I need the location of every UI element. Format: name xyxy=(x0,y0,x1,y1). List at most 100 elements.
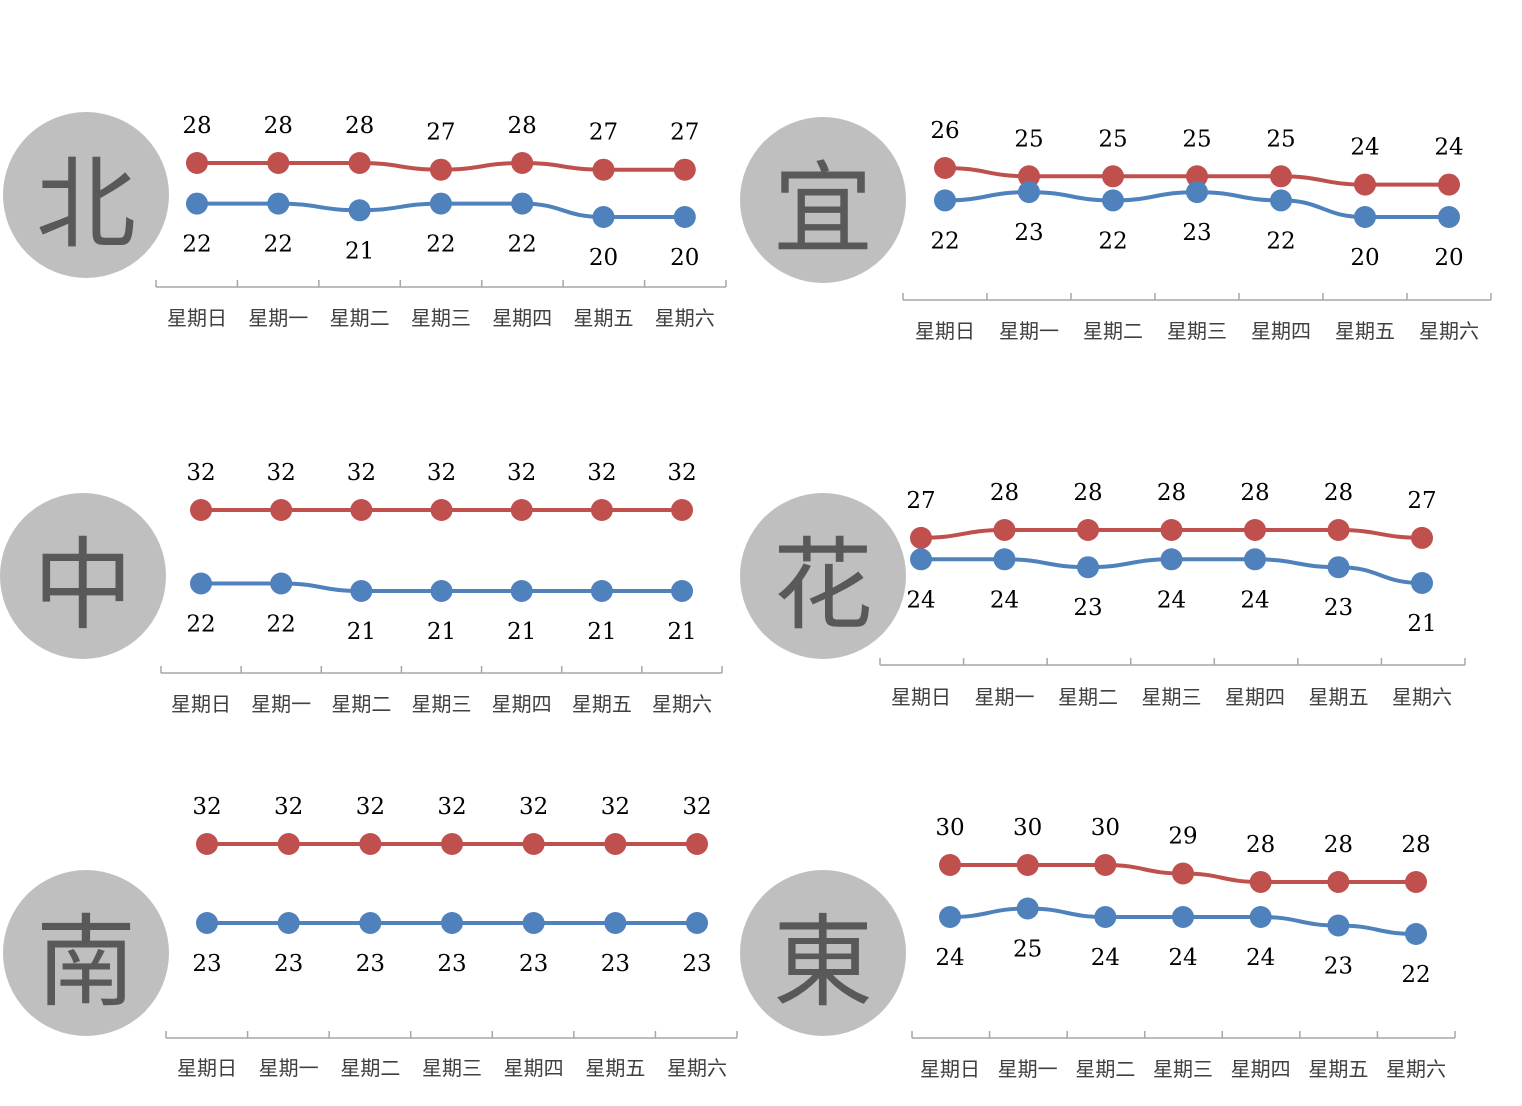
low-series-point xyxy=(590,580,613,602)
high-series-data-label: 28 xyxy=(1246,832,1275,858)
low-series-data-label: 23 xyxy=(1014,220,1043,246)
high-series-point xyxy=(190,499,212,521)
x-tick-label: 星期六 xyxy=(652,692,712,716)
x-tick-label: 星期一 xyxy=(248,306,308,330)
high-series-point xyxy=(441,833,464,855)
high-series-data-label: 25 xyxy=(1014,126,1043,152)
x-tick-label: 星期五 xyxy=(1308,1057,1368,1081)
high-series-data-label: 32 xyxy=(667,460,696,486)
high-series-point xyxy=(429,158,452,181)
x-tick-label: 星期日 xyxy=(915,319,975,343)
x-tick-label: 星期五 xyxy=(1335,319,1395,343)
low-series-point xyxy=(1270,189,1292,212)
low-series-data-label: 21 xyxy=(427,619,456,645)
low-series-point xyxy=(1102,189,1124,212)
high-series-data-label: 24 xyxy=(1434,135,1463,161)
low-series-point xyxy=(441,912,464,934)
x-tick-label: 星期六 xyxy=(1386,1057,1446,1081)
high-series-point xyxy=(510,499,533,521)
high-series-data-label: 28 xyxy=(1073,480,1102,506)
low-series-point xyxy=(1077,556,1099,579)
high-series-point xyxy=(1186,165,1208,188)
x-tick-label: 星期五 xyxy=(574,306,634,330)
low-series-data-label: 22 xyxy=(930,228,959,254)
high-series-point xyxy=(1438,173,1460,196)
x-tick-label: 星期二 xyxy=(1083,319,1143,343)
high-series-point xyxy=(686,833,709,855)
low-series-point xyxy=(1327,914,1350,937)
x-tick-label: 星期五 xyxy=(572,692,632,716)
low-series-data-label: 25 xyxy=(1013,937,1042,963)
x-tick-label: 星期六 xyxy=(1392,685,1452,709)
region-circle-north: 北 xyxy=(3,112,169,278)
high-series-data-label: 25 xyxy=(1182,126,1211,152)
low-series-data-label: 22 xyxy=(1098,228,1127,254)
low-series-point xyxy=(359,912,382,934)
x-tick-label: 星期三 xyxy=(412,692,472,716)
region-label: 南 xyxy=(36,903,136,1021)
low-series-point xyxy=(1160,548,1183,571)
low-series-point xyxy=(671,580,694,602)
high-series-point xyxy=(1270,165,1292,188)
high-series-data-label: 30 xyxy=(935,815,964,841)
x-tick-label: 星期四 xyxy=(1225,685,1285,709)
low-series-data-label: 21 xyxy=(347,619,376,645)
high-series-point xyxy=(1172,862,1195,885)
high-series-data-label: 27 xyxy=(670,120,699,146)
x-tick-label: 星期二 xyxy=(340,1056,400,1080)
high-series-point xyxy=(1405,871,1428,893)
low-series-point xyxy=(1405,923,1428,945)
x-tick-label: 星期四 xyxy=(492,692,552,716)
high-series-data-label: 26 xyxy=(930,118,959,144)
x-tick-label: 星期二 xyxy=(1075,1057,1135,1081)
low-series-data-label: 22 xyxy=(264,232,293,258)
region-circle-south: 南 xyxy=(3,870,169,1036)
region-circle-central: 中 xyxy=(0,493,166,659)
high-series-point xyxy=(1411,526,1433,549)
high-series-point xyxy=(359,833,382,855)
high-series-data-label: 28 xyxy=(182,113,211,139)
region-circle-hualien: 花 xyxy=(740,493,906,659)
x-tick-label: 星期三 xyxy=(422,1056,482,1080)
high-series-data-label: 32 xyxy=(519,794,548,820)
low-series-point xyxy=(1016,897,1039,920)
x-tick-label: 星期日 xyxy=(920,1057,980,1081)
low-series-point xyxy=(196,912,218,934)
high-series-point xyxy=(1249,871,1272,893)
high-series-point xyxy=(522,833,545,855)
low-series-data-label: 23 xyxy=(1073,595,1102,621)
low-series-data-label: 23 xyxy=(682,951,711,977)
region-circle-yilan: 宜 xyxy=(740,117,906,283)
x-tick-label: 星期二 xyxy=(331,692,391,716)
high-series-data-label: 32 xyxy=(682,794,711,820)
high-series-data-label: 30 xyxy=(1091,815,1120,841)
low-series-data-label: 23 xyxy=(1324,954,1353,980)
low-series-data-label: 22 xyxy=(426,232,455,258)
x-tick-label: 星期一 xyxy=(998,1057,1058,1081)
x-tick-label: 星期四 xyxy=(1251,319,1311,343)
x-tick-label: 星期五 xyxy=(585,1056,645,1080)
low-series-point xyxy=(1411,572,1433,594)
low-series-point xyxy=(1327,556,1350,579)
low-series-data-label: 23 xyxy=(437,951,466,977)
high-series-point xyxy=(350,499,373,521)
low-series-point xyxy=(1354,206,1376,228)
high-series-data-label: 32 xyxy=(356,794,385,820)
high-series-data-label: 27 xyxy=(906,488,935,514)
high-series-data-label: 28 xyxy=(1324,832,1353,858)
high-series-point xyxy=(671,499,694,521)
low-series-point xyxy=(267,192,290,215)
high-series-data-label: 30 xyxy=(1013,815,1042,841)
low-series-data-label: 22 xyxy=(267,612,296,638)
x-tick-label: 星期二 xyxy=(330,306,390,330)
high-series-data-label: 24 xyxy=(1350,135,1379,161)
low-series-data-label: 21 xyxy=(587,619,616,645)
low-series-point xyxy=(429,192,452,215)
high-series-data-label: 28 xyxy=(1324,480,1353,506)
high-series-data-label: 27 xyxy=(589,120,618,146)
low-series-data-label: 23 xyxy=(519,951,548,977)
x-tick-label: 星期日 xyxy=(167,306,227,330)
